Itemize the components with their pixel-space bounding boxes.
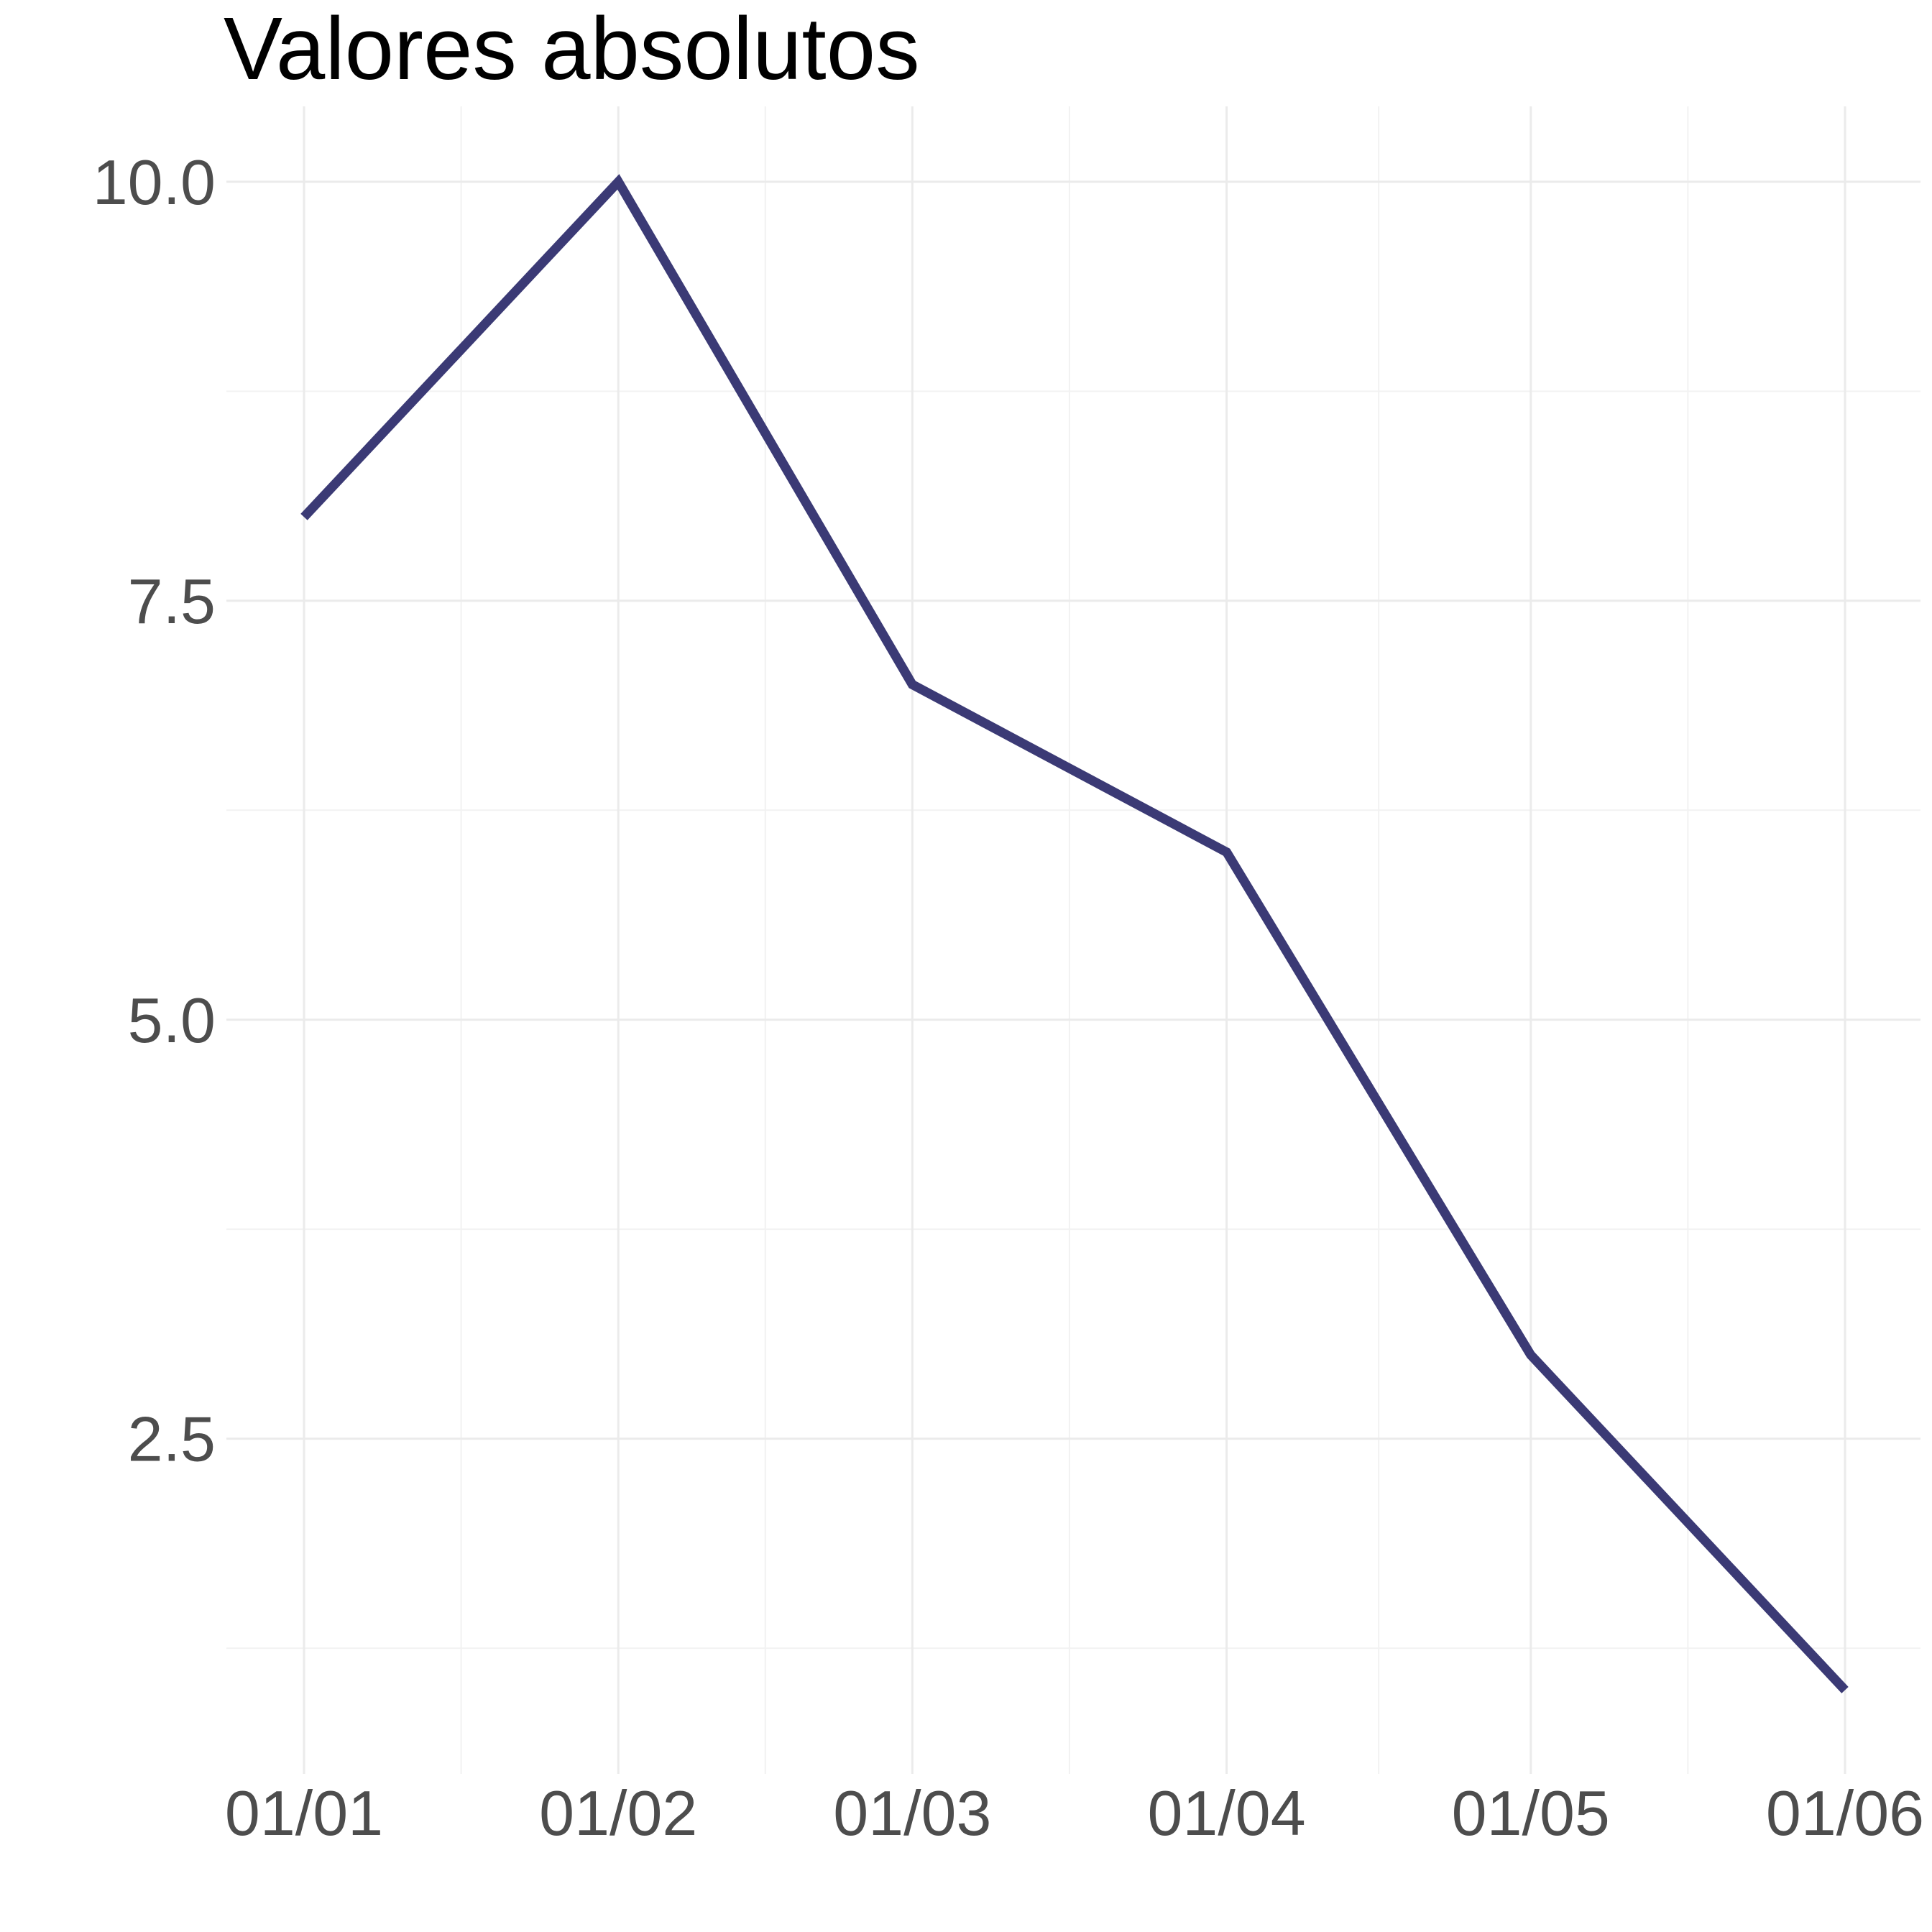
x-tick-label: 01/03 bbox=[833, 1777, 991, 1849]
y-tick-label: 2.5 bbox=[128, 1404, 216, 1475]
x-tick-label: 01/02 bbox=[539, 1777, 697, 1849]
x-axis-tick-labels: 01/01 01/02 01/03 01/04 01/05 01/06 bbox=[225, 1777, 1924, 1849]
y-tick-label: 5.0 bbox=[128, 985, 216, 1056]
chart-title: Valores absolutos bbox=[224, 0, 920, 98]
y-axis-tick-labels: 2.5 5.0 7.5 10.0 bbox=[93, 147, 216, 1475]
y-tick-label: 10.0 bbox=[93, 147, 216, 218]
y-tick-label: 7.5 bbox=[128, 566, 216, 637]
series-line bbox=[300, 174, 1849, 1693]
x-tick-label: 01/05 bbox=[1452, 1777, 1610, 1849]
x-tick-label: 01/04 bbox=[1147, 1777, 1305, 1849]
x-tick-label: 01/06 bbox=[1766, 1777, 1924, 1849]
x-tick-label: 01/01 bbox=[225, 1777, 383, 1849]
minor-gridlines bbox=[226, 106, 1920, 1774]
major-gridlines bbox=[226, 106, 1920, 1774]
series-lines bbox=[300, 174, 1849, 1693]
